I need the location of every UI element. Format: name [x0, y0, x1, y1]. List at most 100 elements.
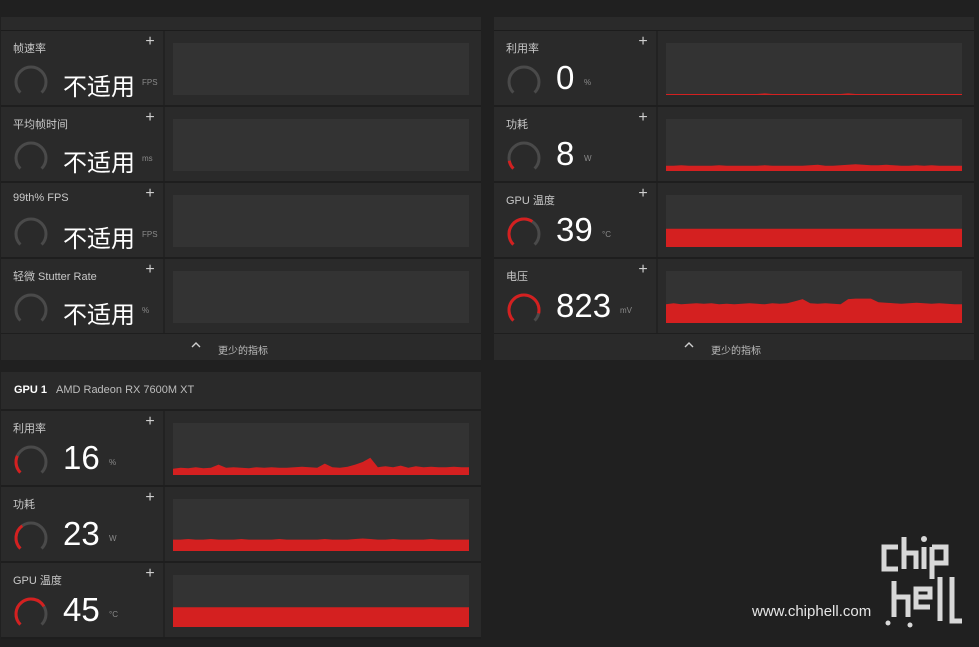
- plus-icon[interactable]: +: [145, 565, 155, 582]
- metric-row: 轻微 Stutter Rate + 不适用%: [1, 259, 481, 335]
- gauge-icon: [14, 217, 48, 246]
- plus-icon[interactable]: +: [638, 109, 648, 126]
- metric-label: 功耗: [13, 499, 35, 511]
- metric-history-chart: [173, 43, 469, 95]
- plus-icon[interactable]: +: [145, 109, 155, 126]
- row-divider: [163, 259, 165, 333]
- metric-row: 帧速率 + 不适用 FPS: [1, 31, 481, 107]
- gauge-icon: [14, 293, 48, 322]
- metric-row: 功耗 +23 W: [1, 487, 481, 563]
- chevron-up-icon[interactable]: [684, 340, 694, 350]
- history-chart-svg: [666, 228, 962, 247]
- metric-value: 823: [556, 287, 612, 324]
- metric-history-chart: [666, 119, 962, 171]
- plus-icon[interactable]: +: [145, 261, 155, 278]
- gpu1-header: GPU 1 AMD Radeon RX 7600M XT: [1, 372, 481, 411]
- metric-value: 8: [556, 135, 575, 172]
- metric-label: 帧速率: [13, 43, 46, 55]
- gauge-icon: [507, 65, 541, 94]
- fewer-metrics-bar[interactable]: 更少的指标: [494, 334, 974, 360]
- gauge-icon: [507, 141, 541, 170]
- fewer-metrics-label[interactable]: 更少的指标: [711, 346, 761, 357]
- metric-value: 不适用: [63, 150, 135, 177]
- row-divider: [163, 411, 165, 485]
- gauge-icon: [14, 597, 48, 626]
- plus-icon[interactable]: +: [638, 33, 648, 50]
- gpu-name-label: AMD Radeon RX 7600M XT: [56, 384, 195, 396]
- metric-history-chart: [666, 271, 962, 323]
- cpu-metrics-panel: 帧速率 + 不适用 FPS 平均帧时间 + 不适用 ms 99th% FPS + 不适用 FPS 轻微 …: [1, 17, 481, 360]
- metric-value: 16: [63, 439, 100, 476]
- history-chart-svg: [173, 195, 469, 247]
- row-divider: [163, 107, 165, 181]
- metric-row: 99th% FPS + 不适用 FPS: [1, 183, 481, 259]
- watermark-url: www.chiphell.com: [752, 603, 872, 620]
- fewer-metrics-bar[interactable]: 更少的指标: [1, 334, 481, 360]
- metric-unit: °C: [602, 230, 611, 239]
- history-area: [173, 457, 469, 475]
- history-chart-svg: [666, 164, 962, 171]
- history-chart-svg: [173, 457, 469, 475]
- metric-value: 不适用: [63, 226, 135, 253]
- metric-value: 0: [556, 59, 575, 96]
- metric-row: GPU 温度 +39 °C: [494, 183, 974, 259]
- metric-row: 利用率 +0%: [494, 31, 974, 107]
- metric-unit: %: [584, 78, 592, 87]
- metric-label: 电压: [506, 271, 528, 283]
- row-divider: [656, 107, 658, 181]
- plus-icon[interactable]: +: [145, 33, 155, 50]
- plus-icon[interactable]: +: [145, 413, 155, 430]
- history-chart-svg: [173, 538, 469, 551]
- row-divider: [656, 259, 658, 333]
- metric-value: 39: [556, 211, 593, 248]
- metric-row: 平均帧时间 + 不适用 ms: [1, 107, 481, 183]
- metric-history-chart: [173, 499, 469, 551]
- metric-history-chart: [666, 195, 962, 247]
- row-divider: [163, 183, 165, 257]
- panel-header-strip: [494, 17, 974, 31]
- metric-value: 不适用: [63, 74, 135, 101]
- history-chart-svg: [173, 607, 469, 627]
- gauge-icon: [14, 445, 48, 474]
- metric-unit: W: [584, 154, 592, 163]
- plus-icon[interactable]: +: [638, 261, 648, 278]
- metric-unit: FPS: [142, 78, 158, 87]
- metric-history-chart: [173, 195, 469, 247]
- metric-unit: °C: [109, 610, 118, 619]
- row-divider: [656, 183, 658, 257]
- gpu-summary-panel: 利用率 +0% 功耗 +8 W GPU 温度 +39 °C 电压 +823 mV 更少的指标: [494, 17, 974, 360]
- metric-unit: %: [109, 458, 117, 467]
- gauge-icon: [14, 521, 48, 550]
- history-chart-svg: [173, 271, 469, 323]
- history-area: [666, 164, 962, 171]
- metric-value: 23: [63, 515, 100, 552]
- metric-history-chart: [173, 271, 469, 323]
- metric-unit: %: [142, 306, 150, 315]
- plus-icon[interactable]: +: [145, 489, 155, 506]
- history-chart-svg: [173, 43, 469, 95]
- metric-history-chart: [173, 575, 469, 627]
- gauge-icon: [14, 141, 48, 170]
- chevron-up-icon[interactable]: [191, 340, 201, 350]
- metric-value: 不适用: [63, 302, 135, 329]
- fewer-metrics-label[interactable]: 更少的指标: [218, 346, 268, 357]
- plus-icon[interactable]: +: [145, 185, 155, 202]
- history-area: [666, 93, 962, 95]
- row-divider: [656, 31, 658, 105]
- gauge-icon: [507, 217, 541, 246]
- metric-row: 利用率 +16%: [1, 411, 481, 487]
- metric-row: 功耗 +8 W: [494, 107, 974, 183]
- metric-unit: mV: [620, 306, 632, 315]
- metric-label: GPU 温度: [13, 575, 62, 587]
- row-divider: [163, 31, 165, 105]
- metric-label: 利用率: [506, 43, 539, 55]
- metric-label: 功耗: [506, 119, 528, 131]
- metric-label: 平均帧时间: [13, 119, 68, 131]
- history-area: [666, 298, 962, 323]
- chiphell-logo: [881, 536, 962, 628]
- plus-icon[interactable]: +: [638, 185, 648, 202]
- row-divider: [163, 563, 165, 637]
- gpu-id-label: GPU 1: [14, 384, 48, 396]
- metric-history-chart: [173, 423, 469, 475]
- gauge-icon: [507, 293, 541, 322]
